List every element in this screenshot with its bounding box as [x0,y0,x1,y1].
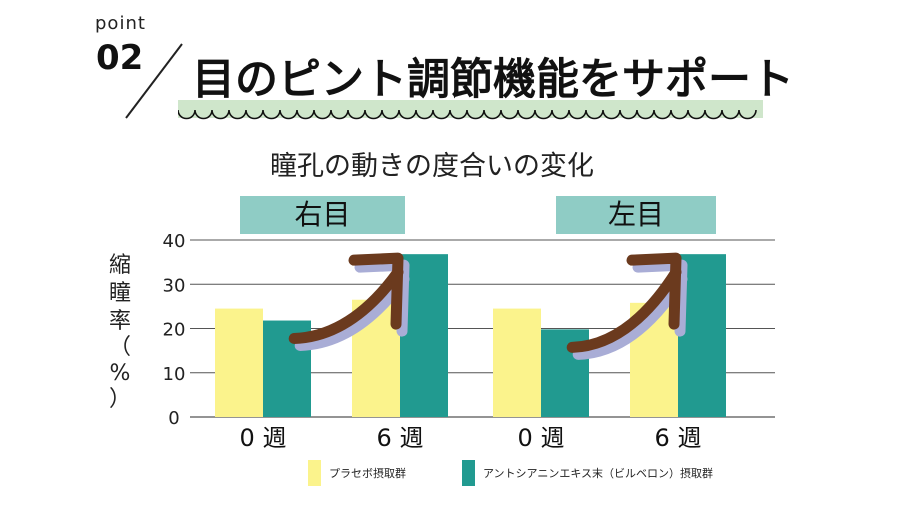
title-highlight-band [178,100,763,118]
trend-arrow-shadow-head [632,259,688,337]
trend-arrow-shadow-head [354,259,410,337]
y-axis-label-unit: % [109,361,131,386]
y-axis-label: 縮 瞳 率 （ % ） [104,252,136,412]
group-header-right-eye: 右目 [240,196,405,234]
chart-title: 瞳孔の動きの度合いの変化 [270,151,594,182]
y-tick-label: 10 [163,364,186,385]
legend-swatch-treatment [462,460,475,486]
scallop-border [178,109,757,120]
legend-swatch-placebo [308,460,321,486]
point-number: 02 [96,38,144,78]
bar-placebo [493,308,541,417]
trend-arrow [288,266,404,345]
slash-divider [125,43,183,119]
trend-arrow-head [348,252,404,330]
legend-label-treatment: アントシアニンエキス末（ビルベロン）摂取群 [483,467,714,480]
x-tick-label: 6 週 [655,424,702,452]
legend-label-placebo: プラセボ摂取群 [329,467,406,480]
x-tick-label: 0 週 [240,424,287,452]
y-axis-label-char: 率 [108,309,131,334]
y-axis-label-char: 縮 [108,253,131,278]
group-header-left-eye: 左目 [556,196,716,234]
y-tick-label: 20 [163,320,186,341]
legend-item-treatment: アントシアニンエキス末（ビルベロン）摂取群 [462,460,713,486]
point-label: point [95,13,146,34]
trend-arrow-head [626,252,682,330]
y-tick-label: 0 [168,408,179,429]
legend-item-placebo: プラセボ摂取群 [308,460,406,486]
y-tick-label: 40 [163,231,186,252]
bar-placebo [215,308,263,417]
y-axis-label-char: 瞳 [108,281,131,306]
y-axis-label-paren-open: （ [108,335,131,360]
x-tick-label: 6 週 [377,424,424,452]
y-axis-label-paren-close: ） [108,387,131,412]
x-tick-label: 0 週 [518,424,565,452]
trend-arrow [566,266,682,353]
y-tick-label: 30 [163,275,186,296]
main-title: 目のピント調節機能をサポート [192,55,794,105]
